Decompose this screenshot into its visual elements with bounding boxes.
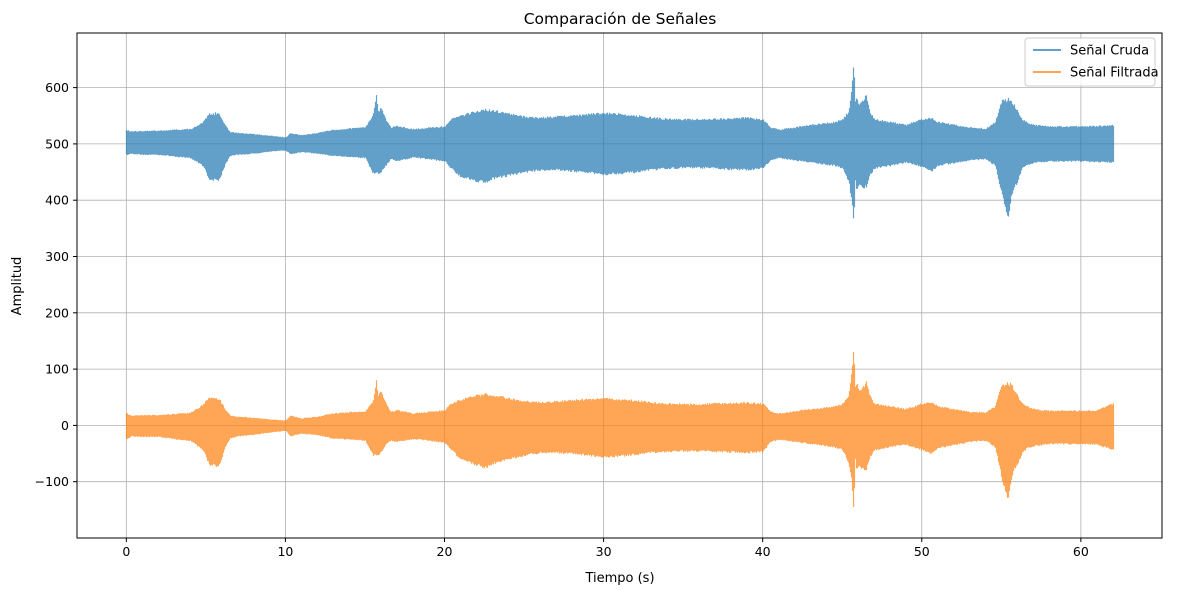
x-tick-label: 60 <box>1073 544 1089 559</box>
x-tick-label: 40 <box>755 544 771 559</box>
y-tick-label: −100 <box>35 474 69 489</box>
series-line <box>125 351 1115 507</box>
ticks: 0 10 20 30 40 50 60 −100 0 100 200 300 400 500 600 <box>35 80 1089 559</box>
series-layer <box>125 67 1115 507</box>
y-tick-label: 400 <box>45 193 69 208</box>
y-axis-label: Amplitud <box>10 257 25 316</box>
legend-label-senal-cruda: Señal Cruda <box>1070 44 1149 59</box>
x-tick-label: 30 <box>596 544 612 559</box>
y-tick-label: 500 <box>45 136 69 151</box>
legend: Señal Cruda Señal Filtrada <box>1024 37 1159 87</box>
x-axis-label: Tiempo (s) <box>584 571 654 586</box>
chart-title: Comparación de Señales <box>524 10 717 28</box>
y-tick-label: 300 <box>45 249 69 264</box>
legend-label-senal-filtrada: Señal Filtrada <box>1070 66 1159 81</box>
x-tick-label: 0 <box>122 544 130 559</box>
x-tick-label: 10 <box>277 544 293 559</box>
y-tick-label: 200 <box>45 305 69 320</box>
series-line <box>125 67 1115 219</box>
y-tick-label: 600 <box>45 80 69 95</box>
series-senal-filtrada <box>125 351 1115 507</box>
y-tick-label: 100 <box>45 362 69 377</box>
series-senal-cruda <box>125 67 1115 219</box>
x-tick-label: 50 <box>914 544 930 559</box>
plot-frame <box>76 32 1163 539</box>
y-tick-label: 0 <box>61 418 69 433</box>
x-tick-label: 20 <box>437 544 453 559</box>
